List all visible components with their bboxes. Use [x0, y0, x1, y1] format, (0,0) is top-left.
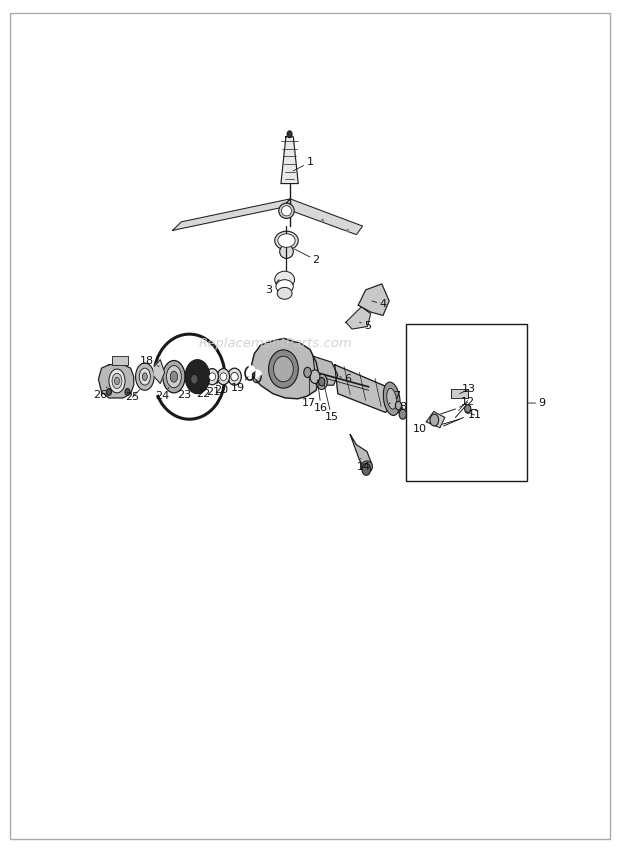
Text: 12: 12 [459, 397, 475, 407]
Ellipse shape [387, 389, 397, 409]
Ellipse shape [170, 371, 177, 383]
Ellipse shape [109, 369, 125, 393]
Wedge shape [250, 366, 254, 373]
Circle shape [185, 360, 210, 394]
Text: 15: 15 [324, 385, 339, 423]
Circle shape [464, 405, 471, 413]
Text: 8: 8 [398, 402, 406, 413]
Ellipse shape [217, 369, 229, 385]
Text: 24: 24 [155, 388, 169, 401]
Ellipse shape [228, 368, 241, 385]
Ellipse shape [281, 205, 291, 216]
Text: 19: 19 [231, 377, 248, 393]
Ellipse shape [276, 279, 293, 293]
Polygon shape [251, 338, 319, 399]
Circle shape [125, 389, 130, 395]
Circle shape [304, 367, 311, 377]
Text: 22: 22 [197, 380, 211, 399]
Text: 9: 9 [528, 398, 546, 408]
Text: 11: 11 [466, 410, 482, 420]
Ellipse shape [167, 366, 181, 388]
Circle shape [396, 401, 402, 410]
Wedge shape [154, 368, 189, 394]
Text: 25: 25 [125, 389, 140, 402]
Polygon shape [281, 137, 298, 183]
Text: 14: 14 [356, 458, 371, 472]
Circle shape [191, 375, 197, 383]
Text: 4: 4 [372, 299, 386, 309]
Text: 16: 16 [314, 380, 328, 413]
Ellipse shape [280, 245, 293, 258]
Text: 23: 23 [177, 383, 192, 400]
Circle shape [310, 370, 320, 383]
Ellipse shape [140, 368, 151, 385]
Ellipse shape [278, 233, 295, 247]
Text: 26: 26 [93, 387, 107, 400]
Ellipse shape [279, 203, 294, 218]
Text: 1: 1 [293, 158, 314, 170]
Circle shape [316, 374, 327, 389]
Ellipse shape [268, 350, 298, 389]
Polygon shape [313, 356, 338, 385]
Bar [406, 324, 526, 481]
Text: 2: 2 [294, 249, 320, 265]
Text: 18: 18 [140, 356, 159, 366]
Ellipse shape [115, 377, 120, 385]
Polygon shape [346, 307, 371, 329]
Ellipse shape [231, 372, 238, 381]
Polygon shape [154, 360, 165, 383]
Polygon shape [172, 199, 290, 230]
Ellipse shape [136, 363, 154, 390]
Polygon shape [282, 199, 363, 234]
Ellipse shape [206, 369, 218, 385]
Circle shape [399, 409, 407, 419]
Circle shape [319, 377, 325, 386]
Text: 20: 20 [215, 381, 229, 395]
Ellipse shape [275, 271, 294, 288]
Polygon shape [350, 435, 372, 473]
Circle shape [107, 389, 112, 395]
Circle shape [430, 414, 439, 426]
Circle shape [362, 463, 371, 475]
Bar [112, 356, 128, 365]
Text: 13: 13 [459, 384, 476, 394]
Wedge shape [257, 371, 260, 377]
Polygon shape [427, 412, 445, 428]
Ellipse shape [220, 373, 227, 381]
Text: 3: 3 [266, 279, 279, 295]
Ellipse shape [277, 287, 292, 299]
Ellipse shape [275, 231, 298, 250]
Polygon shape [335, 365, 396, 412]
Ellipse shape [273, 356, 293, 382]
Ellipse shape [112, 373, 122, 389]
Text: 21: 21 [206, 380, 220, 397]
Ellipse shape [361, 461, 373, 473]
Ellipse shape [143, 373, 148, 381]
Text: 10: 10 [412, 423, 430, 434]
Circle shape [287, 131, 292, 138]
Text: 5: 5 [360, 320, 371, 331]
Polygon shape [358, 284, 389, 315]
Ellipse shape [209, 373, 216, 381]
Ellipse shape [163, 360, 185, 393]
Polygon shape [99, 364, 134, 398]
Text: 17: 17 [303, 376, 316, 408]
Bar [451, 389, 468, 398]
Text: ReplacementParts.com: ReplacementParts.com [199, 337, 353, 350]
Text: 7: 7 [389, 391, 400, 404]
Ellipse shape [383, 382, 400, 416]
Text: 6: 6 [340, 374, 352, 384]
